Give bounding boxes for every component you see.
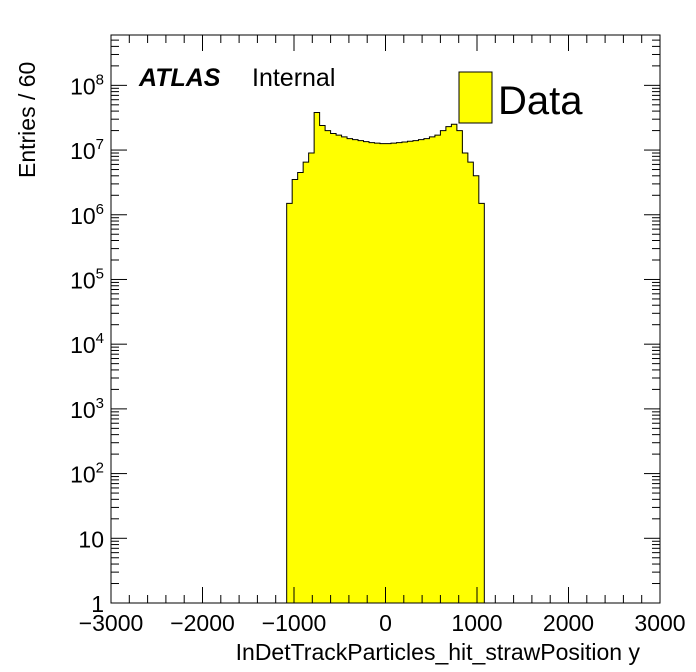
x-tick-label: −1000: [262, 610, 327, 636]
histogram-bin: [286, 203, 293, 603]
y-axis-title: Entries / 60: [14, 62, 40, 178]
histogram-bin: [374, 143, 381, 603]
histogram-bin: [473, 175, 480, 603]
histogram-bin: [347, 138, 353, 603]
histogram-bin: [429, 136, 436, 604]
legend-label: Data: [498, 79, 583, 123]
legend-swatch: [458, 71, 493, 124]
y-tick-label: 106: [70, 201, 104, 229]
y-tick-label: 102: [70, 460, 104, 488]
histogram-bin: [308, 153, 315, 603]
histogram-bin: [462, 153, 469, 603]
histogram-bin: [445, 126, 452, 603]
histogram-bin: [341, 136, 348, 604]
histogram-bin: [390, 143, 397, 603]
x-tick-labels: −3000 −2000 −1000 0 1000 2000 3000: [79, 610, 686, 636]
y-tick-label: 104: [70, 330, 104, 358]
histogram-bin: [358, 140, 364, 603]
histogram-bin: [440, 130, 447, 603]
y-tick-label: 105: [70, 265, 104, 293]
x-tick-label: 1000: [451, 610, 502, 636]
histogram-bin: [303, 162, 310, 603]
x-tick-label: 2000: [543, 610, 594, 636]
x-tick-label: −2000: [170, 610, 235, 636]
histogram-bin: [478, 203, 485, 603]
y-tick-labels: 1 10 102 103 104 105 106 107 108: [70, 71, 104, 617]
histogram-bin: [407, 141, 414, 604]
axis-ticks: [110, 34, 661, 604]
histogram-bin: [434, 135, 441, 603]
histogram-bin: [385, 143, 392, 603]
x-tick-label: 3000: [634, 610, 685, 636]
histogram-bin: [325, 130, 331, 603]
histogram-bin: [297, 172, 304, 603]
histogram-outline: [286, 112, 485, 603]
y-tick-label: 108: [70, 71, 104, 99]
histogram-bin: [396, 142, 403, 603]
histogram-bin: [401, 142, 408, 604]
y-tick-label: 1: [91, 591, 104, 617]
y-tick-label: 10: [78, 526, 104, 552]
histogram-bin: [412, 140, 419, 603]
histogram-bin: [330, 133, 337, 603]
histogram-bin: [423, 138, 430, 603]
histogram-bin: [319, 125, 326, 603]
histogram-bin: [292, 179, 299, 603]
histogram-bin: [314, 112, 321, 603]
histogram-bars: [286, 112, 485, 604]
y-tick-label: 107: [70, 136, 104, 164]
histogram-bin: [456, 130, 463, 603]
x-tick-label: −3000: [79, 610, 144, 636]
plot-frame: [110, 34, 661, 604]
histogram-bin: [369, 142, 375, 603]
histogram-bin: [418, 139, 425, 603]
x-axis-title: InDetTrackParticles_hit_strawPosition y: [236, 639, 641, 665]
histogram-bin: [451, 124, 458, 603]
histogram-bin: [352, 139, 359, 603]
x-tick-label: 0: [379, 610, 392, 636]
y-tick-label: 103: [70, 395, 104, 423]
atlas-label: ATLAS: [138, 64, 221, 92]
histogram-bin: [336, 135, 342, 603]
histogram-bin: [380, 143, 386, 603]
histogram-bin: [363, 141, 370, 604]
histogram-bin: [467, 162, 474, 603]
internal-label: Internal: [252, 64, 335, 92]
